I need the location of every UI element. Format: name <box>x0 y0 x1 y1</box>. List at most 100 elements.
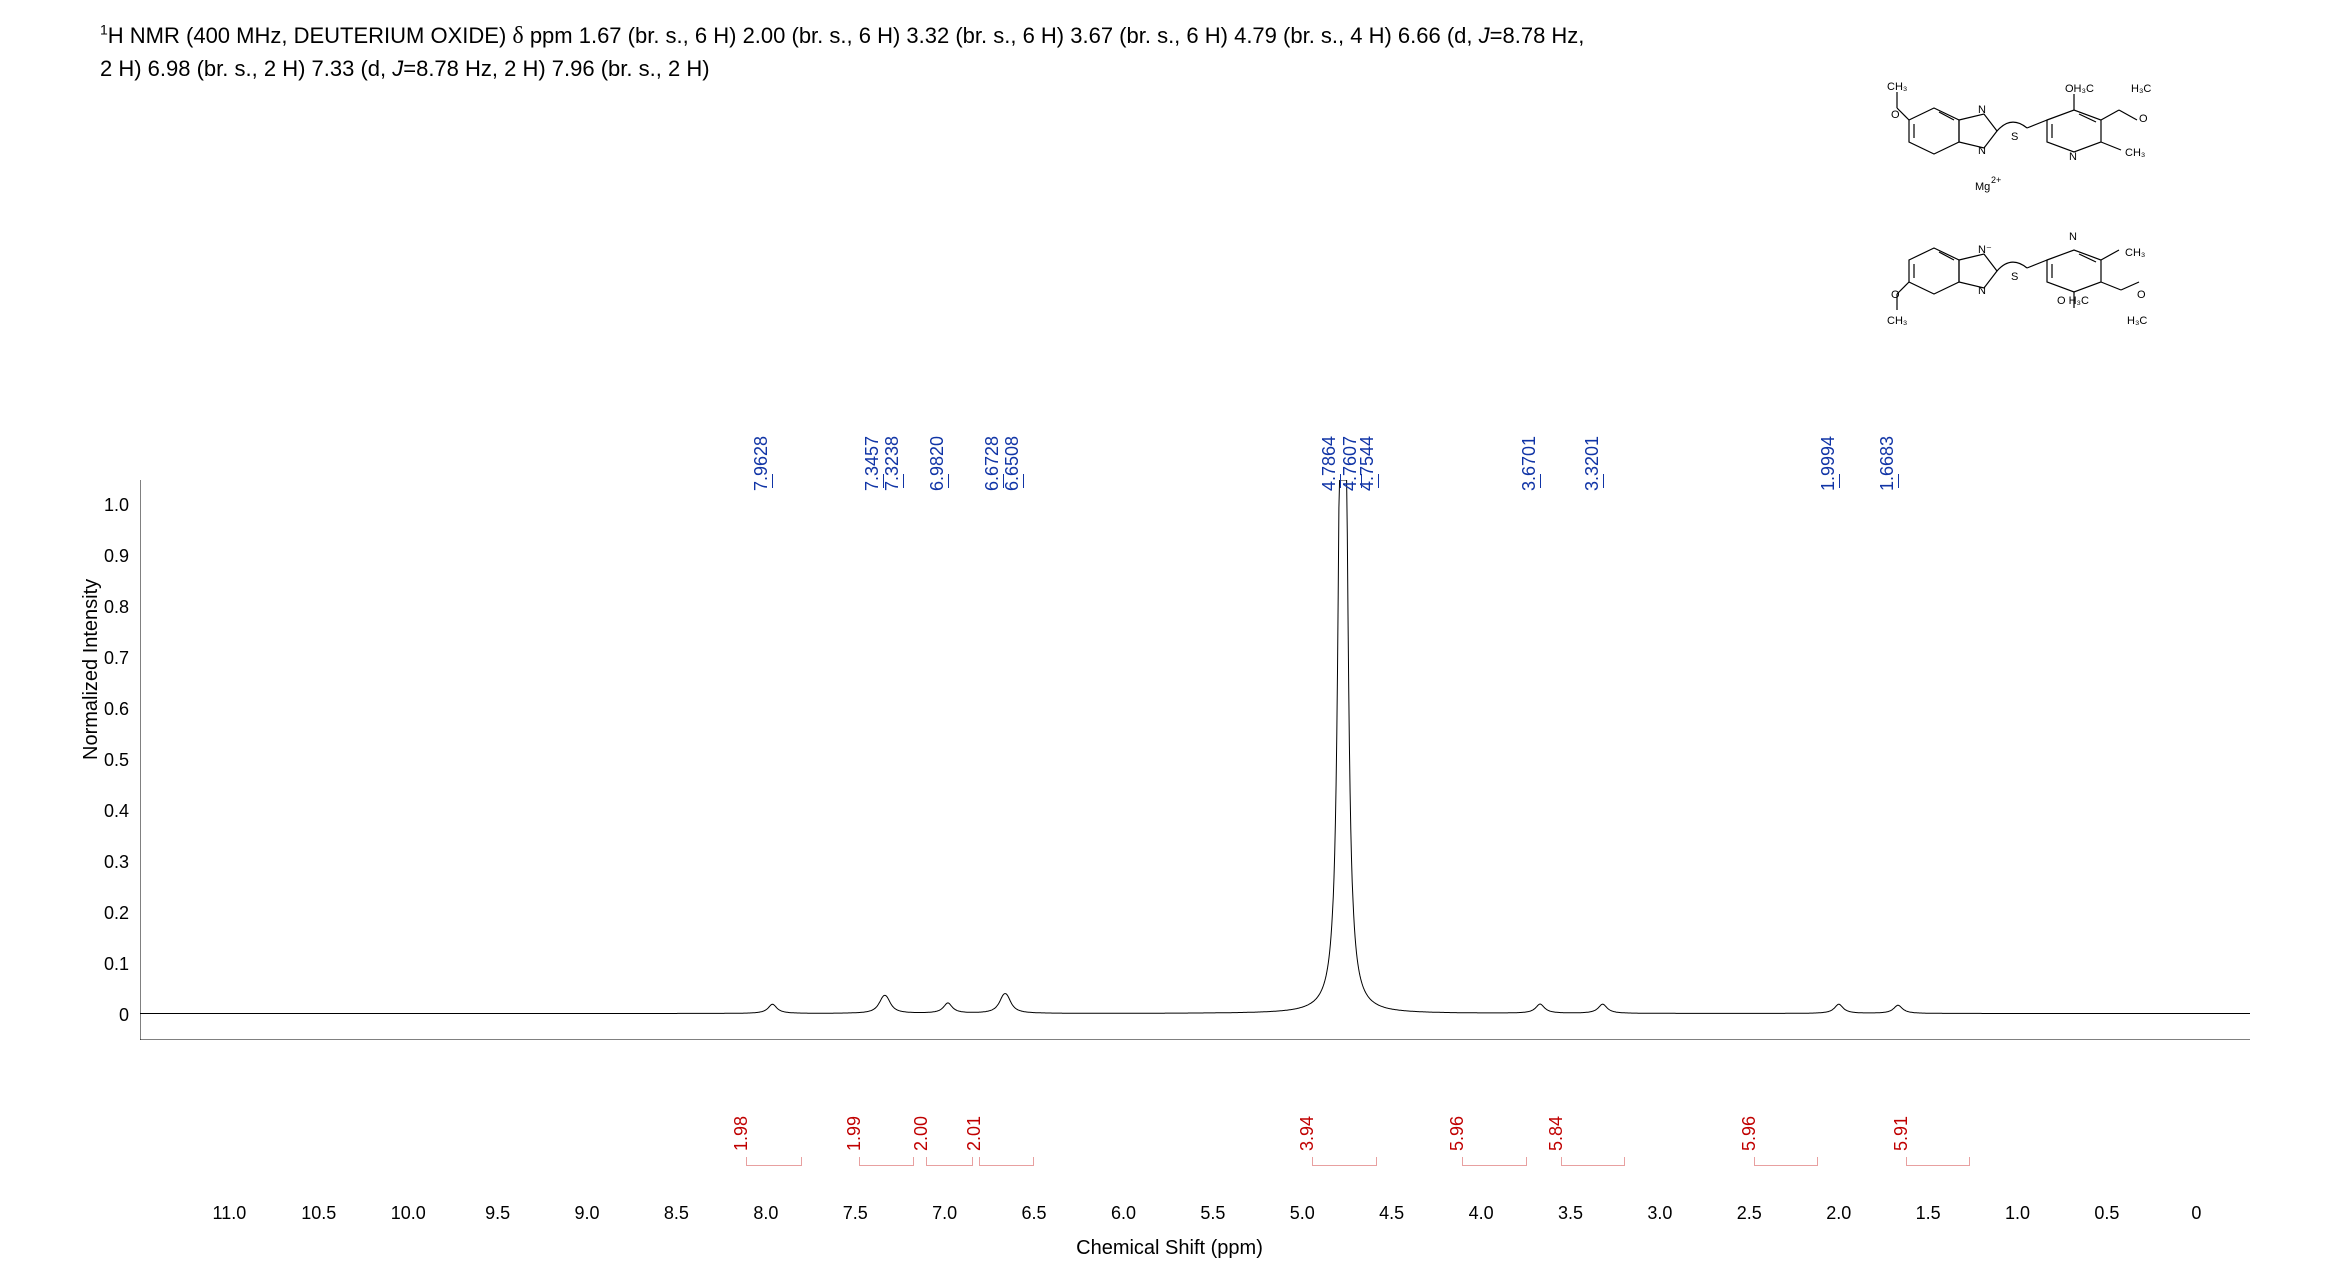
x-tick-label: 3.0 <box>1647 1203 1672 1224</box>
peak-stem <box>1378 474 1379 488</box>
integral-bracket <box>1906 1157 1971 1166</box>
struct-label: O <box>1891 289 1900 301</box>
x-tick-label: 5.5 <box>1200 1203 1225 1224</box>
struct-label: O H₃C <box>2057 295 2089 307</box>
y-tick-label: 0.2 <box>69 903 129 924</box>
chemical-structure: CH₃ O N N S OH₃C H₃C O CH₃ N Mg 2+ CH₃ O… <box>1879 80 2219 340</box>
integral-bracket <box>1561 1157 1626 1166</box>
caption-part-a: H NMR (400 MHz, DEUTERIUM OXIDE) <box>108 23 513 48</box>
x-tick-label: 8.0 <box>753 1203 778 1224</box>
peak-stem <box>903 474 904 488</box>
struct-label: N <box>2069 231 2077 243</box>
struct-label: OH₃C <box>2065 83 2094 95</box>
integral-label: 3.94 <box>1297 1116 1318 1151</box>
integral-bracket <box>859 1157 915 1166</box>
y-tick-label: 1.0 <box>69 495 129 516</box>
peak-label: 6.6728 <box>982 436 1003 491</box>
integral-label: 5.84 <box>1546 1116 1567 1151</box>
peak-stem <box>1023 474 1024 488</box>
peak-label: 4.7544 <box>1357 436 1378 491</box>
struct-label: CH₃ <box>1887 315 1907 327</box>
x-tick-label: 7.0 <box>932 1203 957 1224</box>
y-tick-label: 0.4 <box>69 801 129 822</box>
integral-label: 5.96 <box>1739 1116 1760 1151</box>
struct-label: 2+ <box>1991 175 2001 185</box>
x-tick-label: 6.0 <box>1111 1203 1136 1224</box>
x-tick-label: 10.5 <box>301 1203 336 1224</box>
integral-label: 5.91 <box>1891 1116 1912 1151</box>
struct-label: CH₃ <box>1887 81 1907 93</box>
spectrum-svg <box>140 480 2250 1040</box>
peak-stem <box>1839 474 1840 488</box>
x-tick-label: 6.5 <box>1022 1203 1047 1224</box>
struct-label: N <box>1978 285 1986 297</box>
peak-stem <box>1898 474 1899 488</box>
peak-stem <box>948 474 949 488</box>
x-tick-label: 2.5 <box>1737 1203 1762 1224</box>
peak-label: 6.9820 <box>927 436 948 491</box>
y-tick-label: 0.7 <box>69 648 129 669</box>
integral-label: 1.99 <box>844 1116 865 1151</box>
y-tick-label: 0.9 <box>69 546 129 567</box>
struct-label: N <box>1978 104 1986 116</box>
y-tick-label: 0.6 <box>69 699 129 720</box>
struct-label: N <box>1978 145 1986 157</box>
integral-label: 2.00 <box>911 1116 932 1151</box>
y-tick-label: 0.3 <box>69 852 129 873</box>
struct-label: N <box>2069 151 2077 163</box>
y-tick-label: 0.1 <box>69 954 129 975</box>
struct-label: N⁻ <box>1978 244 1992 256</box>
integral-bracket <box>1754 1157 1819 1166</box>
x-axis-label: Chemical Shift (ppm) <box>1076 1237 1263 1260</box>
caption-part-b: ppm 1.67 (br. s., 6 H) 2.00 (br. s., 6 H… <box>524 23 1479 48</box>
x-tick-label: 10.0 <box>391 1203 426 1224</box>
x-tick-label: 1.0 <box>2005 1203 2030 1224</box>
struct-label: Mg <box>1975 181 1990 193</box>
caption-delta: δ <box>512 23 523 49</box>
x-tick-label: 8.5 <box>664 1203 689 1224</box>
caption-part-c: =8.78 Hz, <box>1490 23 1585 48</box>
y-tick-label: 0 <box>69 1005 129 1026</box>
integral-bracket <box>979 1157 1035 1166</box>
x-tick-label: 0 <box>2191 1203 2201 1224</box>
integral-bracket <box>1312 1157 1377 1166</box>
caption-line2a: 2 H) 6.98 (br. s., 2 H) 7.33 (d, <box>100 56 392 81</box>
x-tick-label: 4.0 <box>1469 1203 1494 1224</box>
integral-bracket <box>1462 1157 1527 1166</box>
y-tick-label: 0.8 <box>69 597 129 618</box>
caption-j2: J <box>392 56 403 81</box>
struct-label: H₃C <box>2131 83 2151 95</box>
integral-label: 2.01 <box>964 1116 985 1151</box>
x-tick-label: 3.5 <box>1558 1203 1583 1224</box>
plot-area <box>140 480 2250 1040</box>
peak-label: 1.9994 <box>1818 436 1839 491</box>
x-tick-label: 2.0 <box>1826 1203 1851 1224</box>
x-tick-label: 1.5 <box>1916 1203 1941 1224</box>
x-tick-label: 4.5 <box>1379 1203 1404 1224</box>
peak-label: 7.3238 <box>882 436 903 491</box>
integral-bracket <box>926 1157 973 1166</box>
caption-sup: 1 <box>100 22 108 38</box>
struct-label: S <box>2011 131 2018 143</box>
integral-label: 1.98 <box>731 1116 752 1151</box>
x-tick-label: 11.0 <box>213 1203 247 1224</box>
x-tick-label: 0.5 <box>2094 1203 2119 1224</box>
x-tick-label: 9.5 <box>485 1203 510 1224</box>
x-tick-label: 9.0 <box>575 1203 600 1224</box>
struct-label: CH₃ <box>2125 147 2145 159</box>
integral-bracket <box>746 1157 802 1166</box>
peak-stem <box>1603 474 1604 488</box>
peak-label: 4.7864 <box>1319 436 1340 491</box>
struct-label: H₃C <box>2127 315 2147 327</box>
structure-svg: CH₃ O N N S OH₃C H₃C O CH₃ N Mg 2+ CH₃ O… <box>1879 80 2219 340</box>
caption-j1: J <box>1479 23 1490 48</box>
struct-label: CH₃ <box>2125 247 2145 259</box>
struct-label: O <box>2139 113 2148 125</box>
integral-label: 5.96 <box>1447 1116 1468 1151</box>
peak-stem <box>1540 474 1541 488</box>
struct-label: O <box>2137 289 2146 301</box>
y-tick-label: 0.5 <box>69 750 129 771</box>
x-tick-label: 7.5 <box>843 1203 868 1224</box>
caption-line2b: =8.78 Hz, 2 H) 7.96 (br. s., 2 H) <box>403 56 709 81</box>
struct-label: O <box>1891 109 1900 121</box>
